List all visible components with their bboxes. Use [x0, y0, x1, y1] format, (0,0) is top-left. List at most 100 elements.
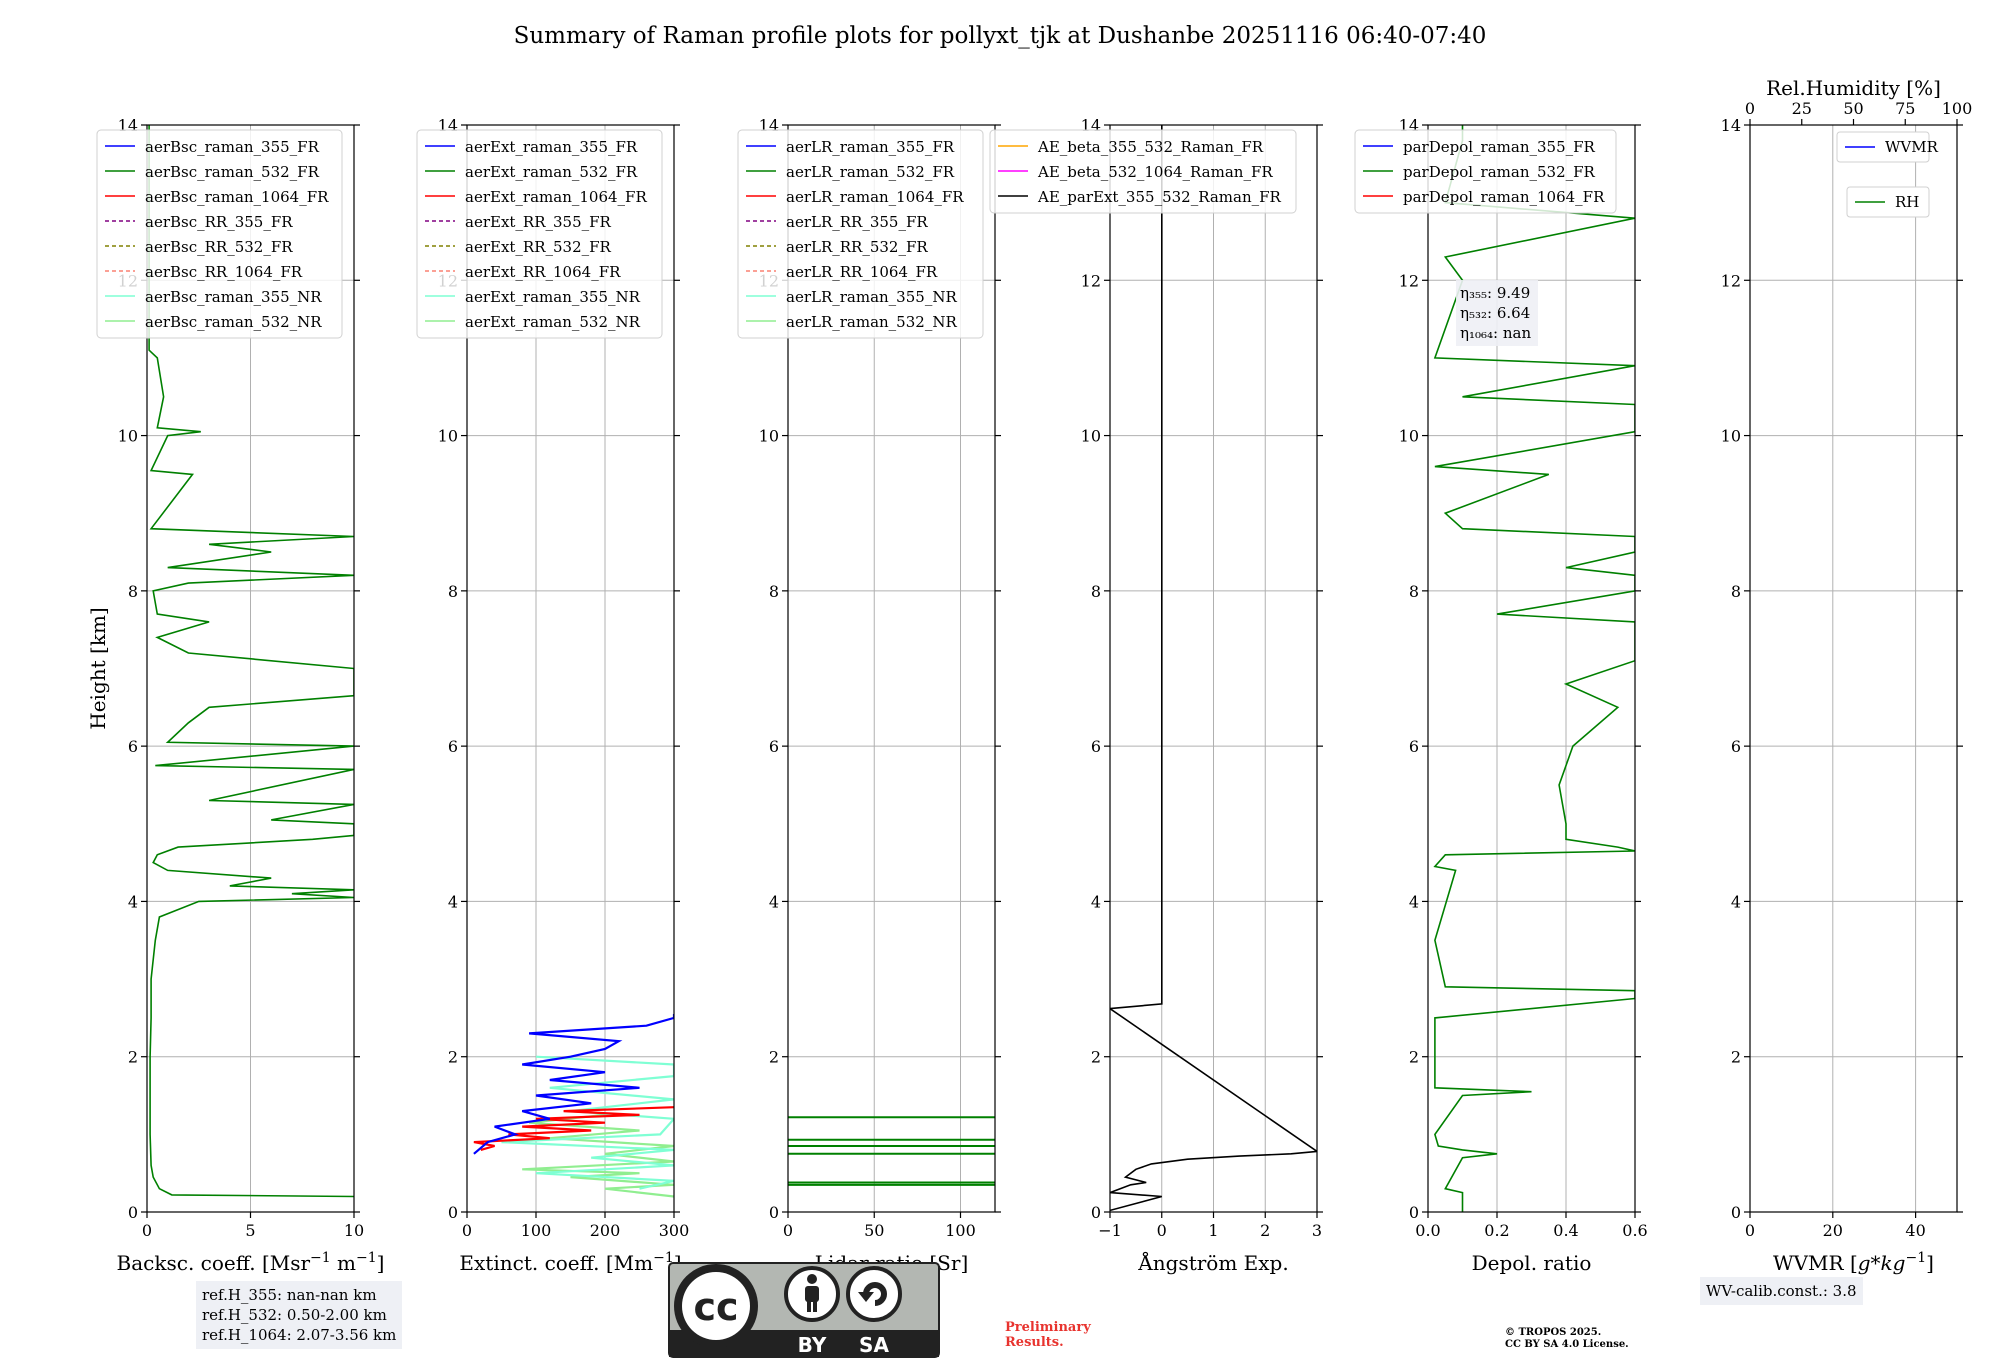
series-line	[522, 1113, 674, 1198]
x-tick-label: 300	[659, 1221, 690, 1240]
y-tick-label: 8	[769, 582, 779, 601]
preliminary-note: Preliminary Results.	[1005, 1320, 1091, 1350]
legend-entry: aerLR_raman_355_FR	[786, 138, 955, 156]
copyright-line1: © TROPOS 2025.	[1505, 1327, 1602, 1338]
cc-license-badge: cc BY SA	[668, 1262, 940, 1358]
series-line	[148, 125, 354, 1198]
legend-box	[1354, 129, 1617, 214]
legend-box	[96, 129, 343, 339]
legend-box	[1846, 186, 1930, 218]
x-tick-label: 0	[142, 1221, 152, 1240]
x2-tick-label: 0	[1745, 99, 1755, 118]
x-tick-label: 0	[1745, 1221, 1755, 1240]
x2-axis-label: Rel.Humidity [%]	[1766, 76, 1941, 100]
legend-entry: parDepol_raman_1064_FR	[1403, 188, 1605, 206]
cc-sa-text: SA	[859, 1333, 889, 1357]
series-line	[1110, 125, 1317, 1212]
legend-entry: aerExt_raman_532_FR	[465, 163, 638, 181]
series-line	[473, 1106, 674, 1151]
y-tick-label: 2	[1731, 1048, 1741, 1067]
y-tick-label: 10	[1399, 427, 1419, 446]
cc-text: cc	[693, 1285, 738, 1329]
eta-annotation-box	[1456, 280, 1538, 346]
legend-entry: aerExt_raman_355_FR	[465, 138, 638, 156]
legend-entry: aerExt_RR_355_FR	[465, 213, 612, 231]
y-tick-label: 6	[1409, 737, 1419, 756]
y-axis-label: Height [km]	[86, 607, 110, 729]
legend-entry: AE_beta_532_1064_Raman_FR	[1037, 163, 1273, 181]
series-line	[1433, 125, 1635, 1212]
legend-entry: aerExt_RR_532_FR	[465, 238, 612, 256]
person-icon	[784, 1266, 840, 1322]
legend-entry: parDepol_raman_532_FR	[1403, 163, 1596, 181]
legend-entry: aerLR_RR_1064_FR	[786, 263, 938, 281]
x-tick-label: 0	[1157, 1221, 1167, 1240]
y-tick-label: 12	[1399, 271, 1419, 290]
y-tick-label: 10	[759, 427, 779, 446]
x-tick-label: 20	[1823, 1221, 1843, 1240]
y-tick-label: 2	[128, 1048, 138, 1067]
y-tick-label: 12	[1721, 271, 1741, 290]
y-tick-label: 10	[438, 427, 458, 446]
x-tick-label: 0.4	[1553, 1221, 1578, 1240]
x-tick-label: 5	[245, 1221, 255, 1240]
legend-entry: RH	[1895, 193, 1919, 211]
legend-entry: aerLR_raman_355_NR	[786, 288, 957, 306]
y-tick-label: 2	[1091, 1048, 1101, 1067]
y-tick-label: 8	[1091, 582, 1101, 601]
legend-entry: AE_parExt_355_532_Raman_FR	[1037, 188, 1282, 206]
y-tick-label: 6	[448, 737, 458, 756]
legend-entry: aerExt_raman_355_NR	[465, 288, 641, 306]
axes-frame	[787, 124, 996, 1213]
legend-entry: aerBsc_raman_355_FR	[145, 138, 320, 156]
x-tick-label: 0	[462, 1221, 472, 1240]
legend-entry: aerLR_raman_532_FR	[786, 163, 955, 181]
y-tick-label: 8	[448, 582, 458, 601]
y-tick-label: 6	[1091, 737, 1101, 756]
x-tick-label: 1	[1208, 1221, 1218, 1240]
axes-frame	[466, 124, 675, 1213]
y-tick-label: 0	[448, 1203, 458, 1222]
series-line	[501, 1055, 674, 1190]
x-tick-label: 200	[590, 1221, 621, 1240]
panel-lr: 05010002468101214Lidar ratio [Sr]aerLR_r…	[737, 116, 1001, 1275]
legend-entry: aerBsc_RR_1064_FR	[145, 263, 303, 281]
y-tick-label: 8	[128, 582, 138, 601]
legend-entry: aerExt_raman_1064_FR	[465, 188, 647, 206]
y-tick-label: 4	[448, 892, 458, 911]
preliminary-line2: Results.	[1005, 1335, 1064, 1350]
x-axis-label: WVMR [g*kg−1]	[1773, 1250, 1934, 1275]
x-axis-label: Extinct. coeff. [Mm−1]	[459, 1250, 681, 1275]
ref-height-355: ref.H_355: nan-nan km	[202, 1286, 377, 1304]
legend-entry: aerBsc_raman_1064_FR	[145, 188, 329, 206]
legend-entry: aerBsc_raman_355_NR	[145, 288, 322, 306]
y-tick-label: 8	[1731, 582, 1741, 601]
legend-box	[1836, 131, 1930, 163]
axes-frame	[1749, 124, 1958, 1213]
y-tick-label: 10	[1721, 427, 1741, 446]
y-tick-label: 4	[1091, 892, 1101, 911]
x-tick-label: 0.0	[1415, 1221, 1440, 1240]
preliminary-line1: Preliminary	[1005, 1320, 1091, 1335]
y-tick-label: 6	[769, 737, 779, 756]
eta-annotation: η₁₀₆₄: nan	[1460, 324, 1531, 342]
x-tick-label: 0.6	[1622, 1221, 1647, 1240]
x-tick-label: 0	[783, 1221, 793, 1240]
x-axis-label: Depol. ratio	[1472, 1251, 1592, 1275]
legend-entry: aerBsc_raman_532_FR	[145, 163, 320, 181]
legend-entry: aerLR_RR_532_FR	[786, 238, 928, 256]
y-tick-label: 0	[1091, 1203, 1101, 1222]
x2-tick-label: 25	[1792, 99, 1812, 118]
legend-entry: aerLR_RR_355_FR	[786, 213, 928, 231]
y-tick-label: 2	[1409, 1048, 1419, 1067]
x-tick-label: 100	[521, 1221, 552, 1240]
y-tick-label: 10	[1081, 427, 1101, 446]
y-tick-label: 4	[128, 892, 138, 911]
y-tick-label: 6	[1731, 737, 1741, 756]
axes-frame	[1427, 124, 1636, 1213]
y-tick-label: 6	[128, 737, 138, 756]
y-tick-label: 4	[1409, 892, 1419, 911]
